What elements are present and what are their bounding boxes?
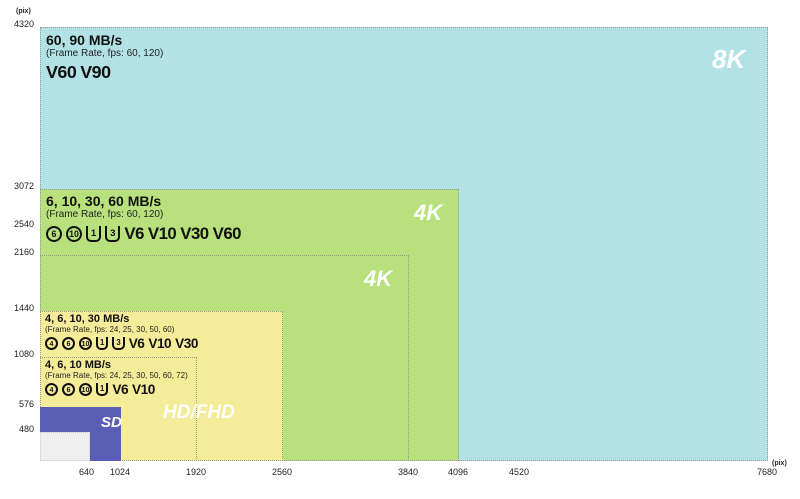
icons-hd: 4 6 10 1 3 V6 V10 V30	[45, 336, 198, 351]
uhs-class-1-icon: 1	[96, 337, 109, 350]
y-tick-label: 1440	[13, 303, 34, 313]
block-8k: 60, 90 MB/s (Frame Rate, fps: 60, 120) V…	[46, 32, 163, 83]
block-fhd: 4, 6, 10 MB/s (Frame Rate, fps: 24, 25, …	[45, 359, 188, 397]
x-tick-label: 2560	[272, 467, 293, 477]
icons-8k: V60 V90	[46, 62, 163, 83]
uhs-class-3-icon: 3	[105, 226, 121, 242]
y-tick-label: 1080	[13, 349, 34, 359]
fps-8k: (Frame Rate, fps: 60, 120)	[46, 48, 164, 59]
video-class-v60-icon: V60	[46, 62, 77, 82]
label-4k-outer: 4K	[414, 200, 443, 225]
fps-4k: (Frame Rate, fps: 60, 120)	[46, 209, 164, 220]
label-8k: 8K	[712, 44, 746, 74]
video-class-v6-icon: V6	[128, 336, 145, 351]
video-class-v90-icon: V90	[80, 62, 111, 82]
video-class-v30-icon: V30	[180, 224, 209, 243]
speed-class-4-icon: 4	[45, 383, 58, 396]
block-hd: 4, 6, 10, 30 MB/s (Frame Rate, fps: 24, …	[45, 313, 198, 351]
region-vga	[40, 432, 90, 461]
label-hd-fhd: HD/FHD	[163, 402, 235, 423]
icons-4k: 6 10 1 3 V6 V10 V30 V60	[46, 224, 241, 244]
uhs-class-3-icon: 3	[112, 337, 125, 350]
x-tick-label: 1024	[110, 467, 131, 477]
x-tick-label: 7680	[757, 467, 778, 477]
speeds-4k: 6, 10, 30, 60 MB/s	[46, 193, 162, 209]
speeds-fhd: 4, 6, 10 MB/s	[45, 359, 112, 371]
x-tick-label: 4096	[448, 467, 469, 477]
speeds-hd: 4, 6, 10, 30 MB/s	[45, 313, 130, 325]
fps-fhd: (Frame Rate, fps: 24, 25, 30, 50, 60, 72…	[45, 371, 188, 380]
block-4k: 6, 10, 30, 60 MB/s (Frame Rate, fps: 60,…	[46, 193, 241, 244]
y-tick-label: 3072	[13, 181, 34, 191]
video-class-v10-icon: V10	[148, 336, 172, 351]
y-tick-label: 576	[18, 399, 34, 409]
speed-class-10-icon: 10	[79, 383, 92, 396]
speed-class-10-icon: 10	[79, 337, 92, 350]
x-tick-label: 1920	[186, 467, 207, 477]
uhs-class-1-icon: 1	[96, 383, 109, 396]
x-tick-label: 3840	[398, 467, 419, 477]
video-class-v10-icon: V10	[132, 382, 155, 397]
label-sd: SD	[101, 414, 122, 431]
label-4k-inner: 4K	[364, 266, 393, 291]
x-tick-label: 640	[79, 467, 95, 477]
y-tick-label: 2160	[13, 247, 34, 257]
icons-fhd: 4 6 10 1 V6 V10	[45, 382, 188, 397]
x-tick-label: 4520	[509, 467, 530, 477]
speed-class-6-icon: 6	[46, 226, 62, 242]
y-tick-label: 4320	[13, 19, 34, 29]
y-tick-label: 480	[18, 424, 34, 434]
y-axis-unit: (pix)	[16, 8, 31, 15]
speed-class-4-icon: 4	[45, 337, 58, 350]
speed-class-10-icon: 10	[66, 226, 82, 242]
video-class-v6-icon: V6	[112, 382, 129, 397]
video-class-v6-icon: V6	[124, 224, 144, 243]
speed-class-6-icon: 6	[62, 383, 75, 396]
video-class-v60-icon: V60	[212, 224, 242, 243]
y-tick-label: 2540	[13, 219, 34, 229]
x-axis-unit: (pix)	[772, 460, 787, 467]
video-class-v30-icon: V30	[175, 336, 198, 351]
uhs-class-1-icon: 1	[86, 226, 102, 242]
fps-hd: (Frame Rate, fps: 24, 25, 30, 50, 60)	[45, 325, 175, 334]
speeds-8k: 60, 90 MB/s	[46, 32, 123, 48]
speed-class-6-icon: 6	[62, 337, 75, 350]
video-class-v10-icon: V10	[147, 224, 177, 243]
